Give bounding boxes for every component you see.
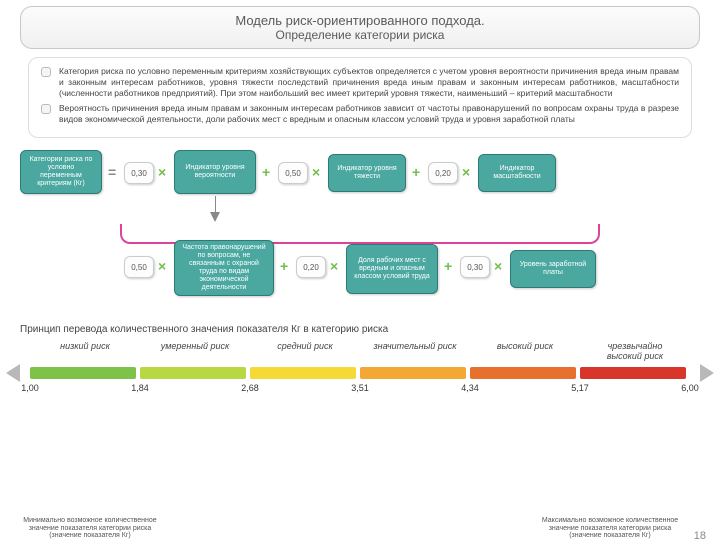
bullet-item: Категория риска по условно переменным кр… <box>41 66 679 99</box>
plus-sign: + <box>412 164 420 180</box>
risk-label: низкий риск <box>40 341 130 351</box>
subtitle: Определение категории риска <box>33 28 687 42</box>
equals-sign: = <box>108 164 116 180</box>
coef-box: 0,30 <box>460 256 490 278</box>
risk-segment <box>30 367 136 379</box>
plus-sign: + <box>444 258 452 274</box>
times-sign: × <box>312 164 320 180</box>
footnote-right: Максимально возможное количественное зна… <box>540 517 680 540</box>
risk-tick: 5,17 <box>571 383 589 393</box>
plus-sign: + <box>280 258 288 274</box>
risk-tick: 1,84 <box>131 383 149 393</box>
page-header: Модель риск-ориентированного подхода. Оп… <box>20 6 700 49</box>
times-sign: × <box>330 258 338 274</box>
box-severity: Индикатор уровня тяжести <box>328 154 406 192</box>
arrow-right-icon <box>700 364 714 382</box>
risk-label: чрезвычайно высокий риск <box>590 341 680 361</box>
risk-label: умеренный риск <box>150 341 240 351</box>
risk-segment <box>470 367 576 379</box>
risk-label: высокий риск <box>480 341 570 351</box>
box-freq: Частота правонарушений по вопросам, не с… <box>174 240 274 296</box>
bullet-item: Вероятность причинения вреда иным правам… <box>41 103 679 125</box>
box-share: Доля рабочих мест с вредным и опасным кл… <box>346 244 438 294</box>
risk-tick: 4,34 <box>461 383 479 393</box>
arrow-down-icon <box>210 212 220 222</box>
coef-box: 0,20 <box>296 256 326 278</box>
box-scale: Индикатор масштабности <box>478 154 556 192</box>
coef-box: 0,50 <box>124 256 154 278</box>
risk-tick: 1,00 <box>21 383 39 393</box>
arrow-left-icon <box>6 364 20 382</box>
footnote-left: Минимально возможное количественное знач… <box>20 517 160 540</box>
times-sign: × <box>158 164 166 180</box>
bullet-block: Категория риска по условно переменным кр… <box>28 57 692 138</box>
risk-tick: 6,00 <box>681 383 699 393</box>
box-kt: Категории риска по условно переменным кр… <box>20 150 102 194</box>
coef-box: 0,50 <box>278 162 308 184</box>
risk-label: значительный риск <box>370 341 460 351</box>
coef-box: 0,20 <box>428 162 458 184</box>
risk-segment <box>250 367 356 379</box>
risk-tick: 3,51 <box>351 383 369 393</box>
bullet-text: Вероятность причинения вреда иным правам… <box>59 103 679 125</box>
plus-sign: + <box>262 164 270 180</box>
box-wage: Уровень заработной платы <box>510 250 596 288</box>
coef-box: 0,30 <box>124 162 154 184</box>
times-sign: × <box>462 164 470 180</box>
bullet-icon <box>41 104 51 114</box>
risk-tick: 2,68 <box>241 383 259 393</box>
formula-diagram: Категории риска по условно переменным кр… <box>20 146 700 316</box>
risk-scale: низкий риск умеренный риск средний риск зна… <box>20 339 700 419</box>
risk-label: средний риск <box>260 341 350 351</box>
box-probability: Индикатор уровня вероятности <box>174 150 256 194</box>
bullet-text: Категория риска по условно переменным кр… <box>59 66 679 99</box>
risk-segment <box>360 367 466 379</box>
risk-segment <box>140 367 246 379</box>
title: Модель риск-ориентированного подхода. <box>33 13 687 28</box>
times-sign: × <box>494 258 502 274</box>
principle-label: Принцип перевода количественного значени… <box>20 324 700 335</box>
bullet-icon <box>41 67 51 77</box>
risk-segment <box>580 367 686 379</box>
page-number: 18 <box>694 530 706 542</box>
times-sign: × <box>158 258 166 274</box>
